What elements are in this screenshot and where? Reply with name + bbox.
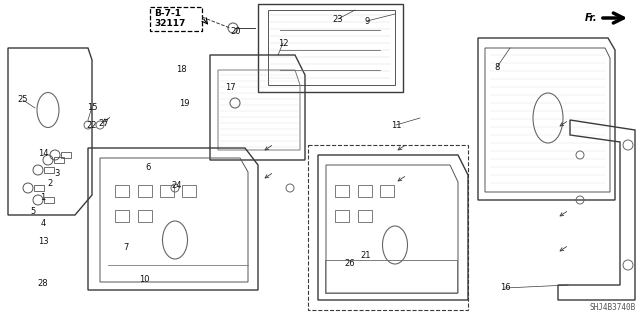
Bar <box>258 4 403 92</box>
Bar <box>44 197 54 203</box>
Text: 7: 7 <box>124 243 129 253</box>
Text: 32117: 32117 <box>154 19 186 28</box>
Bar <box>34 185 44 191</box>
Text: 6: 6 <box>145 162 150 172</box>
Text: B-7-1: B-7-1 <box>154 10 181 19</box>
Text: 25: 25 <box>18 95 28 105</box>
Bar <box>182 185 196 197</box>
Text: 27: 27 <box>99 118 109 128</box>
Text: 20: 20 <box>231 26 241 35</box>
Bar <box>160 185 174 197</box>
Bar <box>61 152 71 158</box>
Bar <box>358 210 372 222</box>
Bar <box>115 210 129 222</box>
Bar <box>138 210 152 222</box>
Bar <box>358 185 372 197</box>
Bar <box>335 210 349 222</box>
Text: 23: 23 <box>333 14 343 24</box>
Bar <box>335 185 349 197</box>
Text: 17: 17 <box>225 83 236 92</box>
Text: 2: 2 <box>47 179 52 188</box>
Text: 8: 8 <box>494 63 500 71</box>
Text: 21: 21 <box>361 251 371 261</box>
Text: 16: 16 <box>500 284 510 293</box>
Text: 10: 10 <box>139 276 149 285</box>
Text: 9: 9 <box>364 17 370 26</box>
Text: 11: 11 <box>391 121 401 130</box>
Bar <box>115 185 129 197</box>
Text: 22: 22 <box>87 121 97 130</box>
Text: 19: 19 <box>179 99 189 108</box>
Text: 24: 24 <box>172 182 182 190</box>
Text: 14: 14 <box>38 149 48 158</box>
Bar <box>380 185 394 197</box>
Bar <box>44 167 54 173</box>
Bar <box>54 157 64 163</box>
Text: Fr.: Fr. <box>584 13 597 23</box>
Text: 18: 18 <box>176 65 186 75</box>
Text: 26: 26 <box>345 259 355 269</box>
Text: 3: 3 <box>54 169 60 179</box>
Text: 12: 12 <box>278 39 288 48</box>
Bar <box>308 145 468 310</box>
Text: 13: 13 <box>38 238 48 247</box>
Text: 5: 5 <box>30 207 36 217</box>
Text: 15: 15 <box>87 102 97 112</box>
Bar <box>138 185 152 197</box>
Text: 4: 4 <box>40 219 45 228</box>
Text: 1: 1 <box>40 192 45 202</box>
Bar <box>150 7 202 31</box>
Text: SHJ4B3740B: SHJ4B3740B <box>589 303 636 312</box>
Text: 28: 28 <box>38 278 48 287</box>
